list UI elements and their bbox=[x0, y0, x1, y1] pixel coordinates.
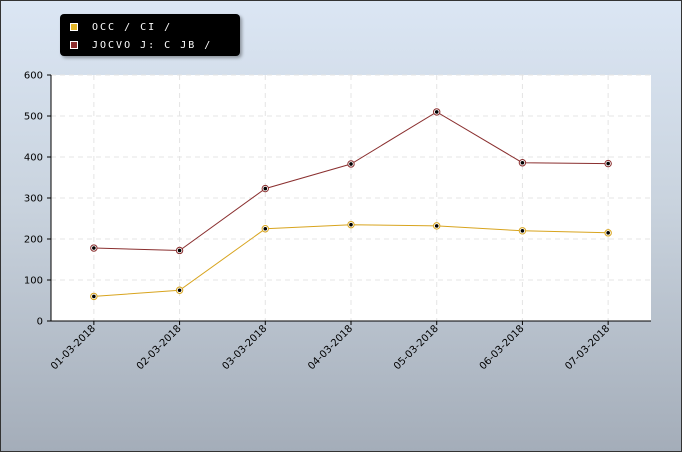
x-tick-label: 07-03-2018 bbox=[563, 323, 612, 372]
x-tick-label: 02-03-2018 bbox=[135, 323, 184, 372]
legend-item-series-2: JOCVO J: C JB / bbox=[70, 38, 212, 52]
y-tick-label: 500 bbox=[24, 112, 43, 123]
legend-label-series-1: OCC / CI / bbox=[92, 21, 173, 33]
legend-swatch-series-2 bbox=[70, 41, 78, 49]
y-tick-label: 200 bbox=[24, 235, 43, 246]
chart-legend: OCC / CI / JOCVO J: C JB / bbox=[60, 14, 240, 56]
x-tick-label: 04-03-2018 bbox=[306, 323, 355, 372]
data-point-marker-series-1 bbox=[263, 226, 268, 231]
data-point-marker-series-2 bbox=[92, 246, 96, 250]
legend-item-series-1: OCC / CI / bbox=[70, 20, 172, 34]
x-tick-label: 01-03-2018 bbox=[49, 323, 98, 372]
data-point-marker-series-1 bbox=[434, 224, 439, 228]
x-tick-label: 05-03-2018 bbox=[392, 323, 441, 372]
data-point-marker-series-2 bbox=[434, 110, 439, 114]
y-tick-label: 100 bbox=[24, 276, 43, 287]
y-tick-label: 300 bbox=[24, 194, 43, 205]
data-point-marker-series-2 bbox=[520, 160, 525, 165]
x-tick-label: 06-03-2018 bbox=[478, 323, 527, 372]
data-point-marker-series-2 bbox=[606, 161, 610, 166]
data-point-marker-series-1 bbox=[349, 222, 353, 227]
data-point-marker-series-1 bbox=[520, 229, 525, 233]
data-point-marker-series-2 bbox=[177, 248, 182, 253]
y-tick-label: 0 bbox=[37, 317, 43, 328]
legend-swatch-series-1 bbox=[70, 23, 78, 31]
data-point-marker-series-2 bbox=[349, 162, 353, 166]
data-point-marker-series-1 bbox=[92, 294, 96, 299]
y-tick-label: 400 bbox=[24, 153, 43, 164]
x-tick-label: 03-03-2018 bbox=[221, 323, 270, 372]
data-point-marker-series-1 bbox=[177, 288, 182, 293]
data-point-marker-series-1 bbox=[606, 231, 610, 235]
data-point-marker-series-2 bbox=[263, 186, 268, 191]
y-tick-label: 600 bbox=[24, 71, 43, 82]
legend-label-series-2: JOCVO J: C JB / bbox=[92, 39, 213, 51]
